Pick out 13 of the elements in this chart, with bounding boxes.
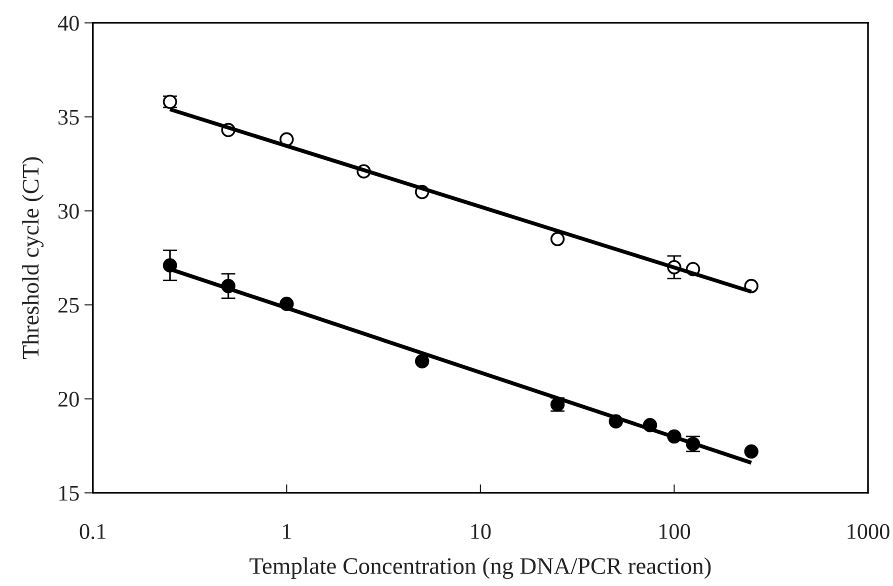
y-tick-label: 40	[58, 16, 79, 31]
x-tick-label: 0.1	[80, 524, 106, 540]
x-axis-title: Template Concentration (ng DNA/PCR reaction)	[250, 557, 711, 579]
y-tick-label: 25	[58, 298, 79, 313]
y-tick-label: 15	[59, 486, 79, 501]
y-tick-label: 35	[58, 110, 79, 125]
x-tick-label: 1	[283, 524, 291, 539]
y-tick-label: 20	[58, 392, 79, 407]
y-axis-title: Threshold cycle (CT)	[22, 157, 44, 360]
x-tick-label: 100	[660, 524, 690, 540]
x-tick-label: 1000	[848, 524, 890, 540]
y-tick-label: 30	[58, 204, 79, 219]
x-tick-label: 10	[471, 524, 491, 540]
